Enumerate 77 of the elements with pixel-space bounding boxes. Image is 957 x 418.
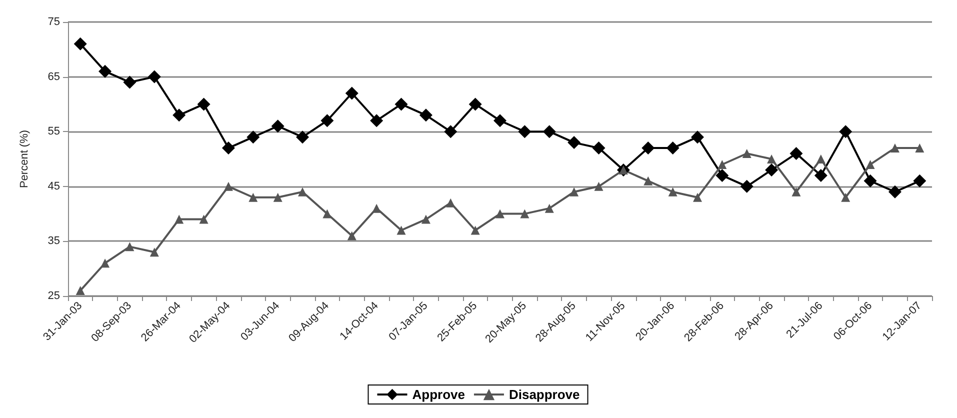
y-tick-label: 45 — [48, 180, 60, 192]
point — [345, 86, 358, 100]
point — [246, 130, 260, 144]
point — [123, 76, 136, 89]
point — [125, 242, 134, 252]
point — [273, 192, 282, 202]
point — [666, 142, 680, 155]
point — [692, 192, 702, 202]
point — [98, 64, 112, 78]
point — [76, 286, 85, 296]
point — [446, 198, 456, 208]
point — [816, 154, 826, 164]
y-axis-title: Percent (%) — [18, 130, 30, 188]
point — [421, 214, 430, 224]
point — [496, 209, 504, 218]
y-tick-label: 75 — [48, 16, 60, 28]
point — [74, 37, 87, 50]
point — [298, 187, 308, 196]
point — [718, 160, 727, 169]
point — [100, 258, 110, 268]
point — [644, 176, 653, 186]
point — [690, 130, 704, 144]
point — [396, 226, 406, 235]
point — [570, 187, 579, 196]
point — [913, 174, 926, 188]
point — [792, 187, 801, 196]
point — [864, 174, 877, 188]
point — [542, 125, 556, 138]
point — [839, 125, 852, 138]
y-tick-label: 25 — [48, 290, 60, 302]
point — [520, 209, 530, 218]
point — [888, 185, 902, 198]
point — [372, 204, 382, 213]
point — [814, 168, 828, 182]
legend-label: Disapprove — [508, 387, 580, 402]
point — [347, 231, 356, 240]
point — [866, 160, 875, 169]
point — [444, 125, 458, 138]
point — [148, 70, 161, 84]
point — [668, 187, 678, 196]
point — [594, 182, 604, 191]
point — [544, 204, 554, 213]
point — [224, 182, 233, 191]
point — [419, 108, 432, 122]
point — [322, 209, 332, 218]
point — [271, 120, 284, 133]
point — [716, 168, 729, 182]
point — [320, 114, 334, 128]
point — [568, 136, 581, 150]
y-tick-label: 55 — [48, 126, 60, 138]
point — [592, 142, 606, 155]
point — [470, 226, 480, 235]
point — [742, 149, 752, 158]
point — [740, 180, 754, 193]
point — [248, 192, 258, 202]
point — [174, 214, 184, 224]
point — [518, 125, 532, 138]
point — [790, 147, 803, 160]
point — [494, 114, 506, 128]
point — [890, 144, 900, 153]
point — [199, 214, 208, 224]
point — [394, 98, 408, 111]
y-tick-label: 65 — [48, 70, 60, 83]
legend-label: Approve — [412, 387, 465, 402]
point — [150, 248, 159, 257]
point — [222, 142, 235, 155]
point — [642, 142, 655, 155]
point — [765, 163, 778, 176]
point — [915, 144, 924, 153]
y-tick-label: 35 — [48, 235, 60, 248]
point — [468, 98, 482, 111]
point — [296, 130, 310, 144]
point — [172, 108, 186, 122]
point — [767, 154, 776, 164]
point — [370, 114, 384, 128]
point — [841, 192, 850, 202]
point — [197, 98, 210, 111]
